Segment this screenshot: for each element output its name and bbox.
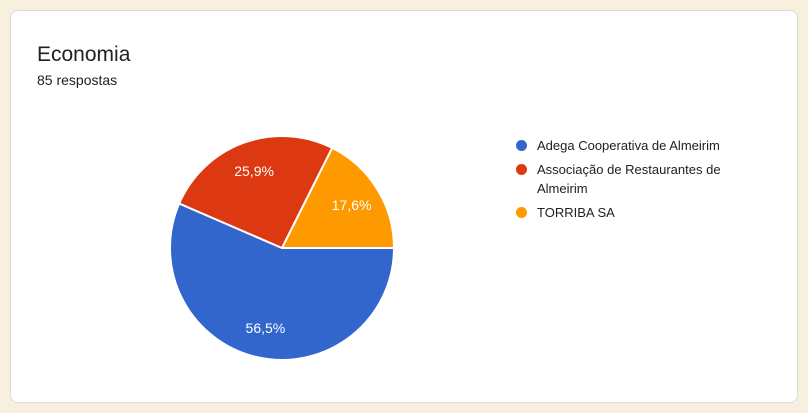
chart-legend: Adega Cooperativa de Almeirim Associação … bbox=[516, 136, 768, 227]
pie-chart: 56,5% 25,9% 17,6% bbox=[169, 135, 395, 361]
legend-item: Associação de Restaurantes de Almeirim bbox=[516, 160, 768, 198]
pie-slice-0[interactable] bbox=[169, 202, 395, 361]
legend-label: Adega Cooperativa de Almeirim bbox=[537, 138, 720, 153]
summary-card: Economia 85 respostas 56,5% 25,9% 17,6% Ad… bbox=[10, 10, 798, 403]
legend-color-dot bbox=[516, 164, 527, 175]
legend-color-dot bbox=[516, 140, 527, 151]
pie-slice-label: 17,6% bbox=[332, 197, 372, 213]
question-title: Economia bbox=[37, 43, 131, 66]
responses-count: 85 respostas bbox=[37, 72, 118, 88]
pie-slice-label: 25,9% bbox=[234, 163, 274, 179]
legend-label: Associação de Restaurantes de Almeirim bbox=[537, 162, 721, 196]
legend-label: TORRIBA SA bbox=[537, 205, 615, 220]
legend-item: TORRIBA SA bbox=[516, 203, 768, 222]
legend-item: Adega Cooperativa de Almeirim bbox=[516, 136, 768, 155]
legend-color-dot bbox=[516, 207, 527, 218]
pie-slice-2[interactable] bbox=[281, 146, 395, 249]
pie-slice-1[interactable] bbox=[178, 135, 334, 249]
pie-slice-label: 56,5% bbox=[246, 320, 286, 336]
